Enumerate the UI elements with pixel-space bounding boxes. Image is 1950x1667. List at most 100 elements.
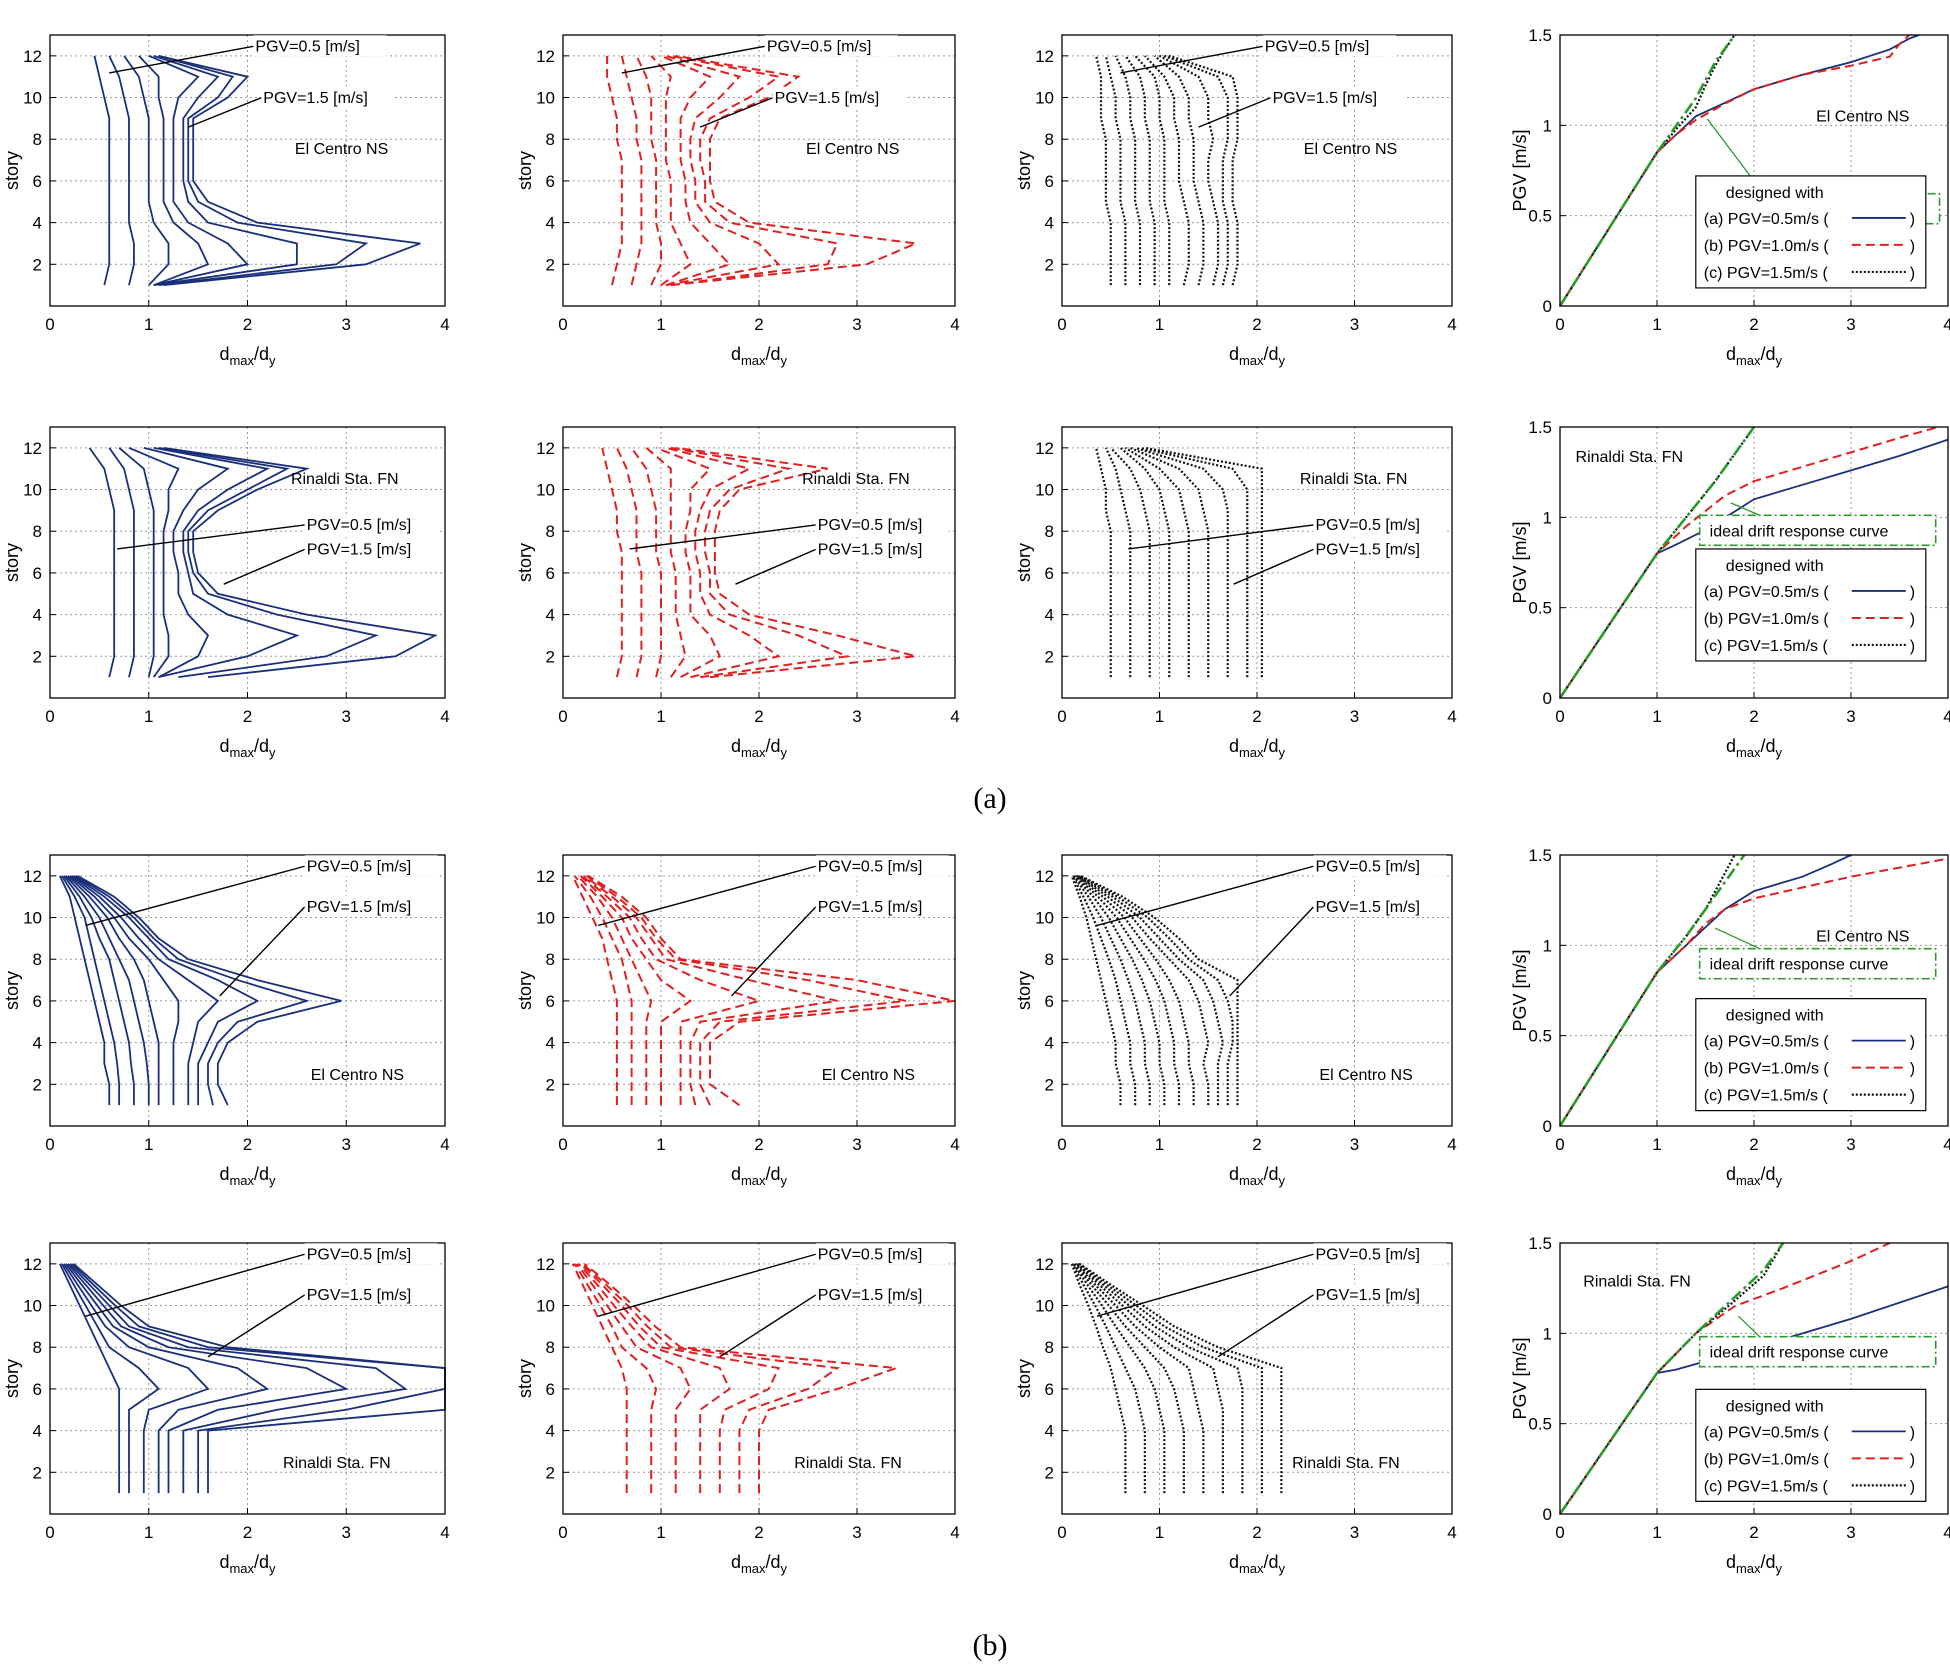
x-axis-label: dmax/dy: [1726, 1164, 1783, 1188]
legend-entry-c: (c) PGV=1.5m/s (: [1704, 1478, 1829, 1495]
panel-b-ec-pgv: 0 1 2 3 4 0 0.5 1 1.5 dmax/dy PGV [m/s] El Centro N…: [1510, 846, 1950, 1188]
annotation-pgv-0-5: PGV=0.5 [m/s]: [1316, 1246, 1420, 1263]
annotation-pgv-0-5: PGV=0.5 [m/s]: [818, 1246, 922, 1263]
y-axis-label: story: [515, 971, 535, 1010]
x-tick-label: 2: [754, 315, 763, 334]
x-tick-label: 2: [1252, 315, 1261, 334]
series-b-line: [1559, 426, 1939, 699]
y-axis-label: PGV [m/s]: [1510, 949, 1530, 1031]
x-tick-label: 3: [342, 707, 351, 726]
y-tick-label: 10: [23, 89, 42, 108]
x-tick-label: 2: [754, 1135, 763, 1154]
x-tick-label: 1: [1155, 1135, 1164, 1154]
drift-profile: [583, 1263, 897, 1494]
x-tick-label: 2: [1252, 1135, 1261, 1154]
y-tick-label: 12: [536, 1255, 555, 1274]
annotation-bg: [764, 35, 898, 57]
y-tick-label: 4: [546, 606, 555, 625]
x-tick-label: 4: [950, 1135, 959, 1154]
y-tick-label: 4: [33, 606, 42, 625]
y-tick-label: 10: [536, 481, 555, 500]
drift-profile: [65, 875, 150, 1106]
x-tick-label: 4: [1447, 1135, 1456, 1154]
legend-closing-paren: ): [1910, 638, 1915, 655]
y-tick-label: 1.5: [1528, 1234, 1552, 1253]
y-tick-label: 4: [546, 214, 555, 233]
x-axis-label: dmax/dy: [731, 344, 788, 368]
x-tick-label: 1: [656, 1135, 665, 1154]
x-tick-label: 3: [342, 1135, 351, 1154]
x-tick-label: 2: [1252, 707, 1261, 726]
drift-profile: [1076, 1262, 1244, 1494]
drift-profile: [75, 875, 310, 1106]
y-tick-label: 1: [1543, 116, 1552, 135]
annotation-leader: [719, 1294, 817, 1358]
annotation-leader: [1198, 97, 1271, 128]
annotation-bg: [304, 538, 438, 560]
drift-profile: [67, 875, 160, 1106]
x-tick-label: 1: [1155, 1523, 1164, 1542]
annotation-ground-motion: El Centro NS: [1816, 929, 1909, 946]
annotation-bg: [304, 855, 438, 877]
drift-profile: [579, 1263, 781, 1494]
y-tick-label: 0.5: [1528, 1027, 1552, 1046]
x-tick-label: 3: [342, 1523, 351, 1542]
y-tick-label: 2: [33, 255, 42, 274]
annotation-leader: [699, 97, 773, 128]
y-tick-label: 4: [33, 1034, 42, 1053]
drift-profile: [1071, 1263, 1146, 1494]
annotation-bg: [815, 1243, 949, 1265]
drift-profile: [1072, 1263, 1166, 1494]
annotation-ground-motion: El Centro NS: [822, 1067, 915, 1084]
legend-title: designed with: [1726, 558, 1824, 575]
legend-entry-c: (c) PGV=1.5m/s (: [1704, 1088, 1829, 1105]
drift-profile: [670, 446, 851, 679]
y-tick-label: 10: [1035, 909, 1054, 928]
x-tick-label: 2: [754, 1523, 763, 1542]
x-tick-label: 2: [1749, 1135, 1758, 1154]
legend-entry-b: (b) PGV=1.0m/s (: [1704, 1451, 1830, 1468]
drift-profile: [1144, 446, 1263, 678]
legend-title: designed with: [1726, 1398, 1824, 1415]
drift-profile: [1075, 874, 1195, 1106]
y-tick-label: 12: [536, 439, 555, 458]
drift-profile: [1134, 55, 1171, 286]
annotation-leader: [731, 906, 817, 997]
x-tick-label: 4: [1447, 707, 1456, 726]
legend-closing-paren: ): [1910, 1034, 1915, 1051]
annotation-ground-motion: El Centro NS: [295, 141, 388, 158]
annotation-pgv-1-5: PGV=1.5 [m/s]: [307, 541, 411, 558]
annotation-leader: [1128, 524, 1314, 550]
legend-closing-paren: ): [1910, 1061, 1915, 1078]
drift-profile: [665, 446, 781, 679]
y-tick-label: 2: [1045, 255, 1054, 274]
x-tick-label: 2: [1749, 315, 1758, 334]
x-axis-label: dmax/dy: [1726, 1552, 1783, 1576]
drift-profile: [108, 447, 135, 678]
x-tick-label: 4: [1943, 707, 1950, 726]
annotation-ground-motion: Rinaldi Sta. FN: [283, 1455, 391, 1472]
annotation-bg: [1313, 855, 1447, 877]
x-axis-label: dmax/dy: [1726, 736, 1783, 760]
annotation-pgv-0-5: PGV=0.5 [m/s]: [255, 38, 359, 55]
x-tick-label: 0: [1555, 1135, 1564, 1154]
y-axis-label: PGV [m/s]: [1510, 521, 1530, 603]
drift-profile: [1114, 55, 1142, 286]
legend-closing-paren: ): [1910, 265, 1915, 282]
x-tick-label: 3: [852, 1523, 861, 1542]
series-ideal-line: [1558, 34, 1736, 307]
y-tick-label: 8: [33, 130, 42, 149]
drift-profile: [1153, 55, 1205, 286]
drift-profile: [1080, 874, 1239, 1106]
annotation-ground-motion: El Centro NS: [1319, 1067, 1412, 1084]
y-tick-label: 8: [546, 950, 555, 969]
y-tick-label: 4: [33, 1422, 42, 1441]
y-tick-label: 8: [33, 950, 42, 969]
x-tick-label: 1: [656, 707, 665, 726]
annotation-pgv-1-5: PGV=1.5 [m/s]: [818, 541, 922, 558]
y-tick-label: 10: [536, 89, 555, 108]
